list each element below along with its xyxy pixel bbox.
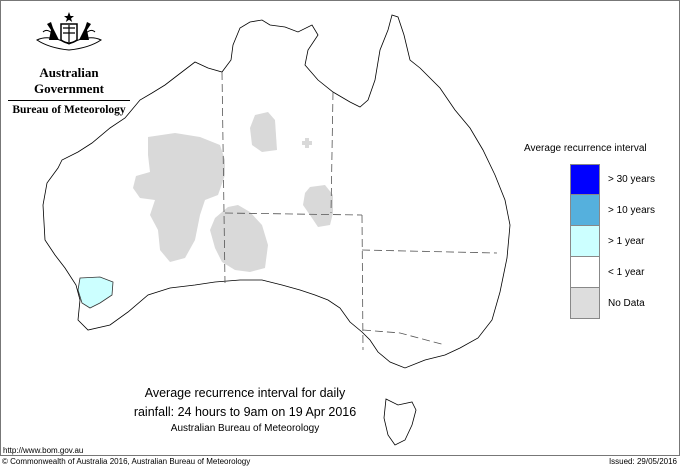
state-borders xyxy=(221,71,498,351)
border-nt-qld xyxy=(330,91,334,214)
website-link[interactable]: http://www.bom.gov.au xyxy=(3,446,84,455)
legend: > 30 years > 10 years > 1 year < 1 year … xyxy=(570,164,655,319)
no-data-region-plus xyxy=(302,138,312,148)
legend-label: No Data xyxy=(608,298,645,309)
map-title-line2: rainfall: 24 hours to 9am on 19 Apr 2016 xyxy=(133,405,357,419)
border-sa-east xyxy=(361,214,364,351)
legend-item: > 30 years xyxy=(570,164,655,195)
legend-swatch xyxy=(570,257,600,288)
legend-swatch xyxy=(570,164,600,195)
no-data-region-nt-north xyxy=(250,112,277,152)
legend-label: > 30 years xyxy=(608,174,655,185)
no-data-region-central xyxy=(210,205,268,272)
bom-logo: Australian Government Bureau of Meteorol… xyxy=(8,10,130,116)
legend-label: < 1 year xyxy=(608,267,645,278)
org-name-government: Australian Government xyxy=(8,65,130,101)
coastline-tasmania xyxy=(383,398,417,446)
org-name-bureau: Bureau of Meteorology xyxy=(12,104,126,116)
legend-item: < 1 year xyxy=(570,257,655,288)
no-data-region-border xyxy=(303,185,333,227)
legend-item: > 10 years xyxy=(570,195,655,226)
map-source: Australian Bureau of Meteorology xyxy=(170,423,320,434)
coastline-mainland xyxy=(42,14,511,369)
border-wa-nt-sa xyxy=(221,71,226,284)
issued-date: Issued: 29/05/2016 xyxy=(608,457,677,466)
legend-label: > 10 years xyxy=(608,205,655,216)
recurrence-region-over-1-year xyxy=(77,276,114,309)
coat-of-arms-icon xyxy=(36,12,102,51)
legend-swatch xyxy=(570,288,600,319)
border-nt-sa xyxy=(224,212,363,216)
legend-title: Average recurrence interval xyxy=(524,143,647,154)
legend-item: No Data xyxy=(570,288,655,319)
no-data-region-wa xyxy=(133,133,225,262)
legend-item: > 1 year xyxy=(570,226,655,257)
copyright-text: © Commonwealth of Australia 2016, Austra… xyxy=(2,457,251,466)
border-nsw-vic xyxy=(362,329,446,346)
legend-swatch xyxy=(570,226,600,257)
legend-swatch xyxy=(570,195,600,226)
border-qld-nsw xyxy=(361,249,498,254)
legend-label: > 1 year xyxy=(608,236,645,247)
map-title-line1: Average recurrence interval for daily xyxy=(144,386,346,400)
no-data-regions xyxy=(133,112,333,272)
